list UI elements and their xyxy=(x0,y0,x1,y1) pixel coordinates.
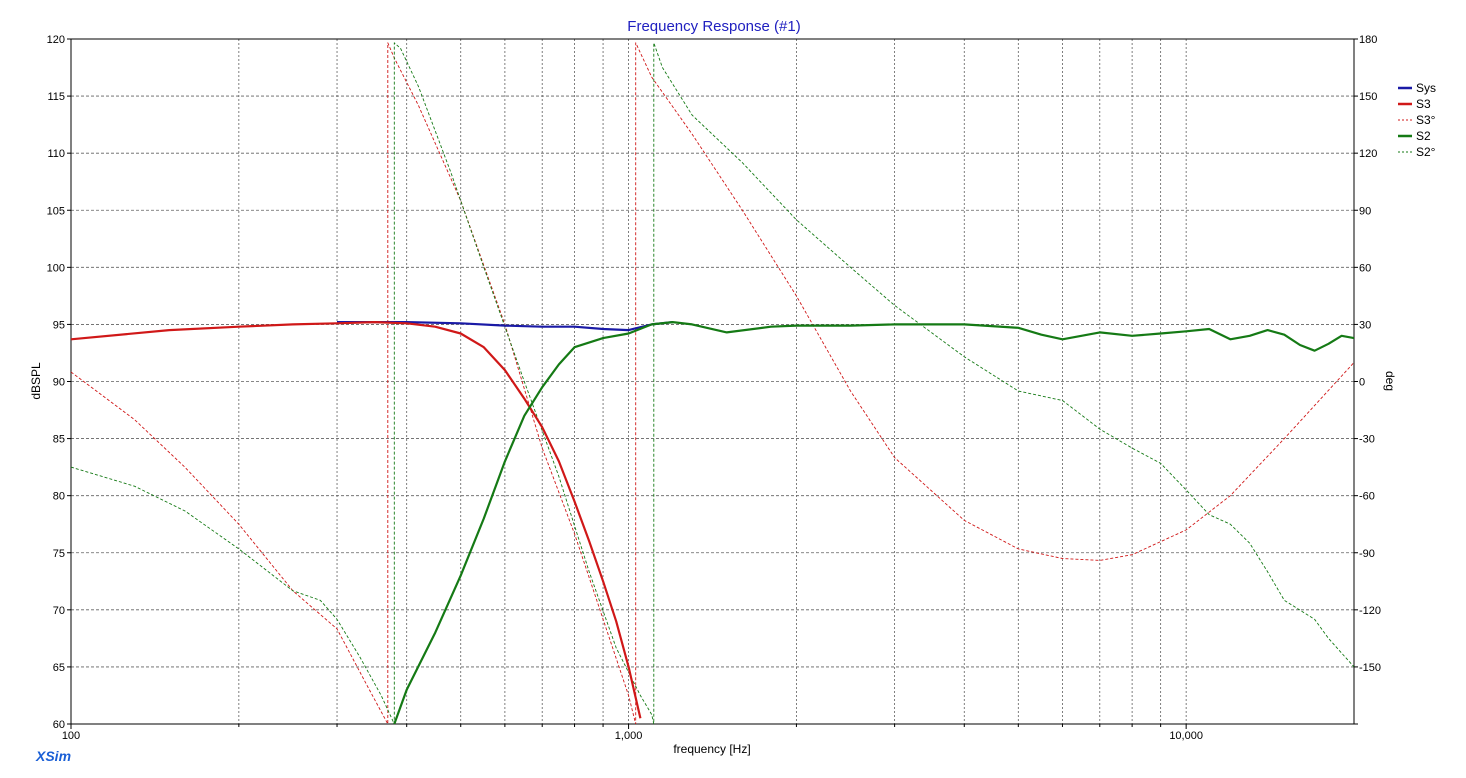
y-tick-label: 90 xyxy=(53,377,65,389)
legend: Sys S3 S3° S2 S2° xyxy=(1398,81,1436,159)
y2-tick-label: -120 xyxy=(1359,605,1381,617)
series-layer xyxy=(71,42,1354,724)
y-tick-label: 95 xyxy=(53,319,65,331)
legend-label: S2 xyxy=(1416,129,1431,143)
y-axis-ticks: 60 65 70 75 80 85 90 95 100 105 110 115 120 xyxy=(47,34,71,731)
series-line-s2-phase xyxy=(71,42,1354,724)
y-tick-label: 75 xyxy=(53,548,65,560)
x-tick-label: 1,000 xyxy=(615,730,643,742)
y2-tick-label: 180 xyxy=(1359,34,1377,46)
y-tick-label: 60 xyxy=(53,719,65,731)
legend-label: S3° xyxy=(1416,113,1436,127)
y2-tick-label: 150 xyxy=(1359,91,1377,103)
series-line-s3-phase xyxy=(71,42,1354,724)
y-tick-label: 120 xyxy=(47,34,65,46)
series-line-s2 xyxy=(393,321,1354,724)
y-tick-label: 105 xyxy=(47,205,65,217)
y2-tick-label: 120 xyxy=(1359,148,1377,160)
y-tick-label: 70 xyxy=(53,605,65,617)
series-line-sys xyxy=(337,321,673,332)
legend-label: Sys xyxy=(1416,81,1436,95)
y-tick-label: 80 xyxy=(53,491,65,503)
y2-tick-label: 0 xyxy=(1359,377,1365,389)
chart-title: Frequency Response (#1) xyxy=(627,18,800,35)
y-tick-label: 85 xyxy=(53,434,65,446)
y2-tick-label: 90 xyxy=(1359,205,1371,217)
y2-axis-label: deg xyxy=(1383,371,1397,391)
y-tick-label: 110 xyxy=(47,148,65,160)
x-axis-label: frequency [Hz] xyxy=(673,742,750,756)
y-tick-label: 100 xyxy=(47,262,65,274)
y2-tick-label: 30 xyxy=(1359,319,1371,331)
x-tick-label: 100 xyxy=(62,730,80,742)
y-axis-label: dBSPL xyxy=(29,362,43,400)
xsim-logo: XSim xyxy=(35,748,71,764)
series-line-s3 xyxy=(71,321,642,719)
y2-tick-label: -30 xyxy=(1359,434,1375,446)
x-tick-label: 10,000 xyxy=(1169,730,1203,742)
y2-tick-label: -150 xyxy=(1359,662,1381,674)
y2-axis-ticks: -150 -120 -90 -60 -30 0 30 60 90 120 150 180 xyxy=(1354,34,1381,725)
y2-tick-label: -90 xyxy=(1359,548,1375,560)
legend-label: S2° xyxy=(1416,145,1436,159)
y-tick-label: 115 xyxy=(47,91,65,103)
y2-tick-label: -60 xyxy=(1359,491,1375,503)
x-axis-ticks: 100 1,000 10,000 xyxy=(62,724,1203,742)
grid xyxy=(71,39,1354,724)
y-tick-label: 65 xyxy=(53,662,65,674)
legend-label: S3 xyxy=(1416,97,1431,111)
y2-tick-label: 60 xyxy=(1359,262,1371,274)
